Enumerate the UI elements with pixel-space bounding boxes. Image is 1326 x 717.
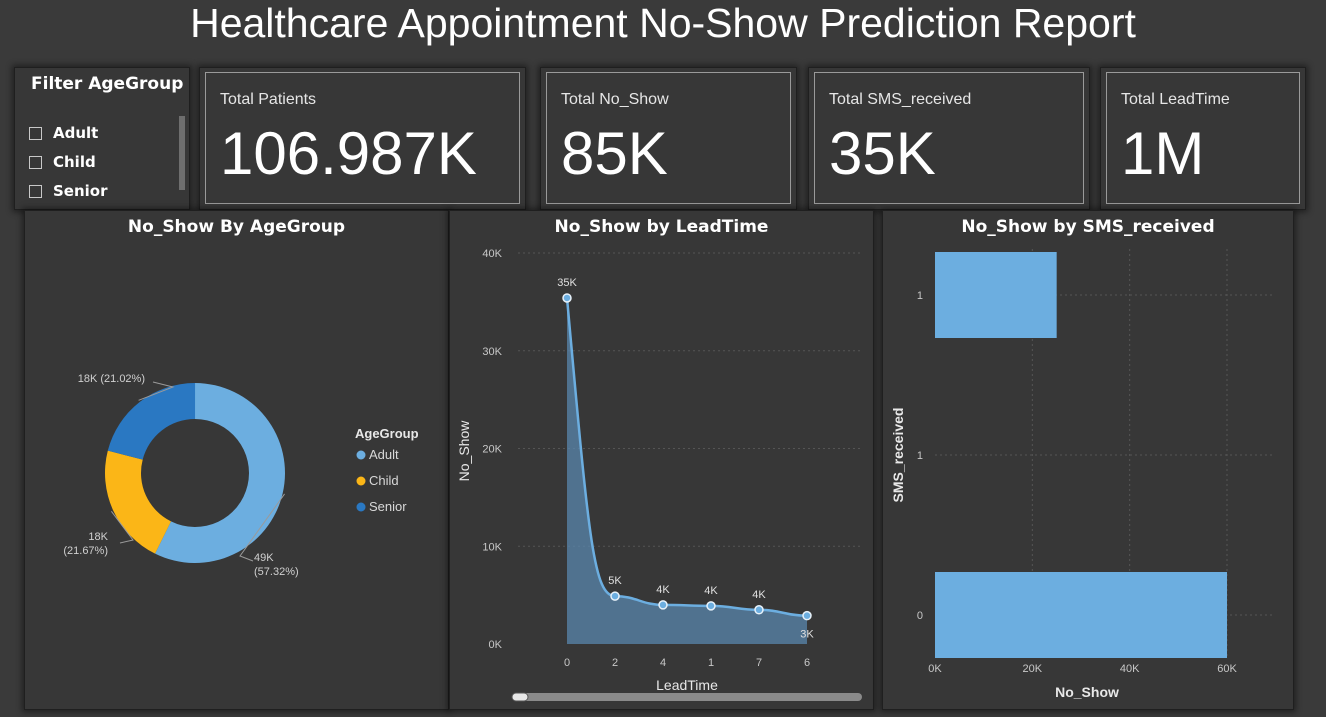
filter-option-label: Senior bbox=[53, 182, 108, 200]
data-label: 4K bbox=[656, 584, 670, 596]
kpi-card-frame: Total LeadTime 1M bbox=[1106, 72, 1300, 204]
donut-data-label: 49K bbox=[254, 552, 274, 564]
y-axis-title: No_Show bbox=[456, 420, 472, 482]
filter-option-child[interactable]: Child bbox=[29, 152, 96, 172]
data-point bbox=[658, 600, 668, 610]
y-tick-label: 1 bbox=[917, 290, 923, 302]
x-tick-label: 6 bbox=[804, 657, 810, 669]
kpi-card-total-sms-received: Total SMS_received 35K bbox=[808, 67, 1090, 210]
report-title: Healthcare Appointment No-Show Predictio… bbox=[190, 0, 1136, 46]
donut-data-label-percent: (21.67%) bbox=[63, 545, 108, 557]
chart-title: No_Show by SMS_received bbox=[961, 217, 1215, 237]
legend-label: Child bbox=[369, 473, 399, 488]
donut-data-label: 18K (21.02%) bbox=[78, 373, 145, 385]
donut-leader-line bbox=[110, 511, 134, 544]
y-tick-label: 1 bbox=[917, 450, 923, 462]
legend-marker-adult bbox=[356, 450, 366, 460]
chart-panel-agegroup: No_Show By AgeGroup 49K (57.32%) 18K (21.67… bbox=[24, 210, 449, 710]
kpi-label: Total Patients bbox=[220, 91, 317, 108]
donut-slice-senior bbox=[107, 383, 196, 460]
data-point bbox=[562, 293, 572, 303]
donut-data-label-percent: (57.32%) bbox=[254, 566, 299, 578]
y-axis-title: SMS_received bbox=[890, 408, 906, 503]
x-tick-label: 4 bbox=[660, 657, 666, 669]
data-label: 4K bbox=[752, 589, 766, 601]
x-tick-label: 40K bbox=[1120, 663, 1140, 675]
x-tick-label: 0 bbox=[564, 657, 570, 669]
kpi-card-total-no-show: Total No_Show 85K bbox=[540, 67, 797, 210]
y-tick-label: 0 bbox=[917, 610, 923, 622]
legend-title: AgeGroup bbox=[355, 426, 419, 441]
data-label: 3K bbox=[800, 629, 814, 641]
kpi-value: 85K bbox=[561, 120, 668, 187]
kpi-card-frame: Total No_Show 85K bbox=[546, 72, 791, 204]
donut-slice-child bbox=[104, 450, 172, 554]
area-line bbox=[565, 297, 808, 617]
donut-slice-adult bbox=[155, 383, 285, 563]
kpi-value: 1M bbox=[1121, 120, 1205, 187]
donut-chart: 49K (57.32%) 18K (21.67%) 18K (21.02%) AgeGro… bbox=[63, 373, 419, 578]
scrollbar-handle[interactable] bbox=[511, 692, 529, 702]
x-tick-label: 1 bbox=[708, 657, 714, 669]
y-tick-label: 30K bbox=[482, 346, 502, 358]
horizontal-scrollbar[interactable] bbox=[512, 693, 862, 701]
chart-panel-sms: No_Show by SMS_received 0K 20K 40K 60K 1 1 0 No… bbox=[882, 210, 1294, 710]
chart-title: No_Show by LeadTime bbox=[554, 217, 769, 237]
kpi-label: Total SMS_received bbox=[829, 91, 972, 108]
filter-title: Filter AgeGroup bbox=[31, 74, 184, 94]
data-label: 5K bbox=[608, 575, 622, 587]
donut-leader-line bbox=[138, 381, 175, 401]
bar bbox=[935, 572, 1227, 658]
x-tick-label: 0K bbox=[928, 663, 942, 675]
bar bbox=[935, 252, 1057, 338]
kpi-value: 35K bbox=[829, 120, 936, 187]
data-point bbox=[706, 601, 716, 611]
kpi-value: 106.987K bbox=[220, 120, 477, 187]
legend-label: Adult bbox=[369, 447, 399, 462]
chart-panel-leadtime: No_Show by LeadTime 0K 10K 20K 30K 40K 35K 0 5K… bbox=[449, 210, 874, 710]
y-tick-label: 20K bbox=[482, 444, 502, 456]
x-tick-label: 2 bbox=[612, 657, 618, 669]
legend-marker-child bbox=[356, 476, 366, 486]
kpi-label: Total LeadTime bbox=[1121, 91, 1230, 108]
legend-label: Senior bbox=[369, 499, 407, 514]
donut-data-label: 18K bbox=[88, 531, 108, 543]
kpi-card-frame: Total Patients 106.987K bbox=[205, 72, 520, 204]
y-tick-label: 10K bbox=[482, 541, 502, 553]
kpi-label: Total No_Show bbox=[561, 91, 669, 108]
x-tick-label: 7 bbox=[756, 657, 762, 669]
x-axis-title: LeadTime bbox=[656, 677, 718, 693]
checkbox[interactable] bbox=[29, 155, 42, 169]
filter-option-adult[interactable]: Adult bbox=[29, 123, 98, 143]
kpi-card-total-patients: Total Patients 106.987K bbox=[199, 67, 526, 210]
kpi-card-frame: Total SMS_received 35K bbox=[814, 72, 1084, 204]
area-chart: 0K 10K 20K 30K 40K 35K 0 5K 2 4K 4 4K 1 4K 7 3K 6 LeadTim… bbox=[456, 248, 862, 702]
chart-title: No_Show By AgeGroup bbox=[127, 217, 346, 237]
data-point bbox=[754, 605, 764, 615]
filter-scrollbar[interactable] bbox=[179, 116, 185, 190]
data-point bbox=[802, 610, 812, 621]
y-tick-label: 0K bbox=[489, 639, 503, 651]
data-point bbox=[610, 591, 620, 601]
data-label: 35K bbox=[557, 277, 577, 289]
kpi-card-total-leadtime: Total LeadTime 1M bbox=[1100, 67, 1306, 210]
filter-option-label: Child bbox=[53, 153, 96, 171]
legend-marker-senior bbox=[356, 502, 366, 512]
filter-option-label: Adult bbox=[53, 124, 99, 142]
donut-leader-line bbox=[239, 493, 285, 562]
area-fill bbox=[567, 297, 807, 644]
filter-option-senior[interactable]: Senior bbox=[29, 181, 108, 201]
data-label: 4K bbox=[704, 585, 718, 597]
filter-agegroup-panel: Filter AgeGroup Adult Child Senior bbox=[14, 67, 190, 210]
x-axis-title: No_Show bbox=[1055, 684, 1119, 700]
y-tick-label: 40K bbox=[482, 248, 502, 260]
bar-chart: 0K 20K 40K 60K 1 1 0 No_Show SMS_received bbox=[890, 249, 1273, 700]
x-tick-label: 20K bbox=[1023, 663, 1043, 675]
x-tick-label: 60K bbox=[1217, 663, 1237, 675]
checkbox[interactable] bbox=[29, 184, 42, 198]
checkbox[interactable] bbox=[29, 126, 42, 140]
